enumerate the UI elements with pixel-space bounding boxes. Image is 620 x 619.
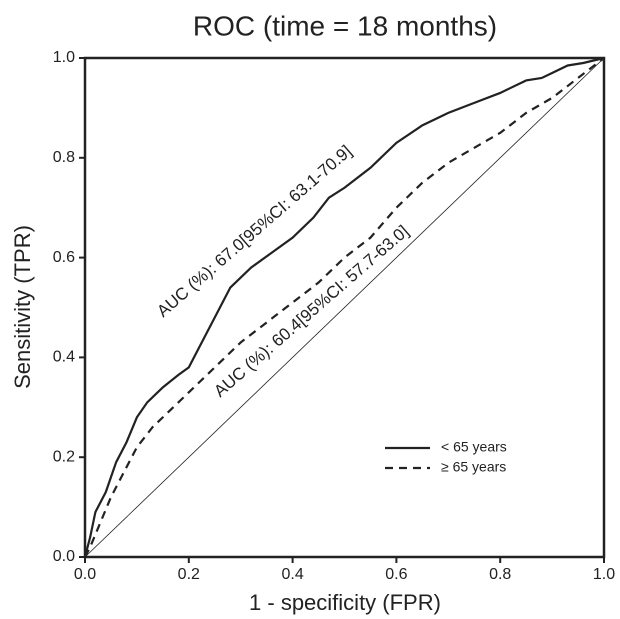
y-axis-label: Sensitivity (TPR)	[10, 225, 35, 389]
x-tick-label: 0.4	[281, 566, 303, 583]
x-tick-label: 0.2	[178, 566, 200, 583]
x-tick-label: 0.8	[489, 566, 511, 583]
roc-curve	[84, 57, 605, 558]
legend-label: ≥ 65 years	[441, 459, 506, 475]
y-tick-label: 0.6	[53, 249, 75, 266]
x-axis-label: 1 - specificity (FPR)	[249, 590, 441, 615]
legend-label: < 65 years	[441, 439, 507, 455]
y-tick-label: 0.4	[53, 349, 75, 366]
y-tick-label: 1.0	[53, 49, 75, 66]
y-tick-label: 0.0	[53, 548, 75, 565]
x-tick-label: 0.0	[74, 566, 96, 583]
chart-title: ROC (time = 18 months)	[193, 10, 497, 41]
y-tick-label: 0.8	[53, 149, 75, 166]
roc-curve	[83, 56, 605, 558]
plot-frame	[83, 56, 606, 559]
x-tick-label: 1.0	[593, 566, 615, 583]
x-tick-label: 0.6	[385, 566, 407, 583]
y-tick-label: 0.2	[53, 448, 75, 465]
reference-diagonal	[84, 57, 605, 558]
